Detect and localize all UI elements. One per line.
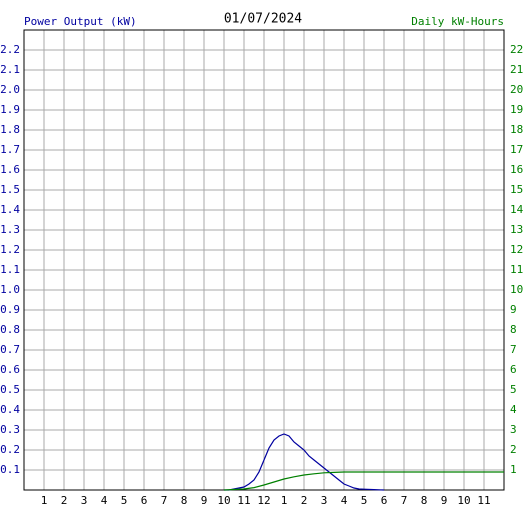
y-tick-label: 1.3: [0, 223, 20, 236]
y-tick-label: 0.3: [0, 423, 20, 436]
y-tick-label: 1.5: [0, 183, 20, 196]
x-tick-label: 2: [301, 494, 308, 507]
x-tick-label: 4: [341, 494, 348, 507]
y2-tick-label: 9: [510, 303, 517, 316]
x-tick-label: 11: [237, 494, 250, 507]
y2-tick-label: 7: [510, 343, 517, 356]
x-tick-label: 1: [41, 494, 48, 507]
y-tick-label: 0.4: [0, 403, 20, 416]
x-tick-label: 10: [217, 494, 230, 507]
x-tick-label: 5: [361, 494, 368, 507]
y2-tick-label: 8: [510, 323, 517, 336]
series-line: [224, 433, 385, 491]
x-tick-label: 8: [421, 494, 428, 507]
y2-tick-label: 21: [510, 63, 523, 76]
y2-tick-label: 6: [510, 363, 517, 376]
y2-tick-label: 1: [510, 463, 517, 476]
y-tick-label: 0.7: [0, 343, 20, 356]
series-line: [223, 471, 504, 491]
x-tick-label: 10: [457, 494, 470, 507]
y-tick-label: 0.6: [0, 363, 20, 376]
y-tick-label: 1.4: [0, 203, 20, 216]
y-tick-label: 0.8: [0, 323, 20, 336]
y-tick-label: 1.8: [0, 123, 20, 136]
x-tick-label: 5: [121, 494, 128, 507]
y2-tick-label: 20: [510, 83, 523, 96]
x-tick-label: 4: [101, 494, 108, 507]
x-tick-label: 2: [61, 494, 68, 507]
y-axis-title: Power Output (kW): [24, 15, 137, 28]
x-tick-label: 3: [321, 494, 328, 507]
plot-border: [23, 29, 505, 491]
y-tick-label: 2.1: [0, 63, 20, 76]
y-tick-label: 1.7: [0, 143, 20, 156]
y-tick-label: 1.0: [0, 283, 20, 296]
y-tick-label: 2.0: [0, 83, 20, 96]
chart-title: 01/07/2024: [224, 12, 302, 27]
y-tick-label: 2.2: [0, 43, 20, 56]
y-tick-label: 0.1: [0, 463, 20, 476]
y-tick-label: 0.2: [0, 443, 20, 456]
y2-tick-label: 18: [510, 123, 523, 136]
y-tick-label: 1.6: [0, 163, 20, 176]
x-tick-label: 8: [181, 494, 188, 507]
y-tick-label: 1.9: [0, 103, 20, 116]
y2-tick-label: 2: [510, 443, 517, 456]
x-tick-label: 12: [257, 494, 270, 507]
y2-tick-label: 22: [510, 43, 523, 56]
y2-tick-label: 17: [510, 143, 523, 156]
y2-tick-label: 13: [510, 223, 523, 236]
y-tick-label: 0.9: [0, 303, 20, 316]
y2-tick-label: 19: [510, 103, 523, 116]
y-tick-label: 0.5: [0, 383, 20, 396]
x-tick-label: 6: [141, 494, 148, 507]
y2-axis-title: Daily kW-Hours: [411, 15, 504, 28]
y2-tick-label: 5: [510, 383, 517, 396]
y-tick-label: 1.2: [0, 243, 20, 256]
x-tick-label: 7: [401, 494, 408, 507]
x-tick-label: 1: [281, 494, 288, 507]
x-tick-label: 7: [161, 494, 168, 507]
y2-tick-label: 10: [510, 283, 523, 296]
x-tick-label: 6: [381, 494, 388, 507]
y2-tick-label: 14: [510, 203, 524, 216]
y2-tick-label: 15: [510, 183, 523, 196]
y-tick-label: 1.1: [0, 263, 20, 276]
y2-tick-label: 11: [510, 263, 523, 276]
x-tick-label: 9: [441, 494, 448, 507]
y2-tick-label: 3: [510, 423, 517, 436]
y2-tick-label: 16: [510, 163, 523, 176]
x-tick-label: 9: [201, 494, 208, 507]
y2-tick-label: 4: [510, 403, 517, 416]
x-tick-label: 11: [477, 494, 490, 507]
y2-tick-label: 12: [510, 243, 523, 256]
x-tick-label: 3: [81, 494, 88, 507]
